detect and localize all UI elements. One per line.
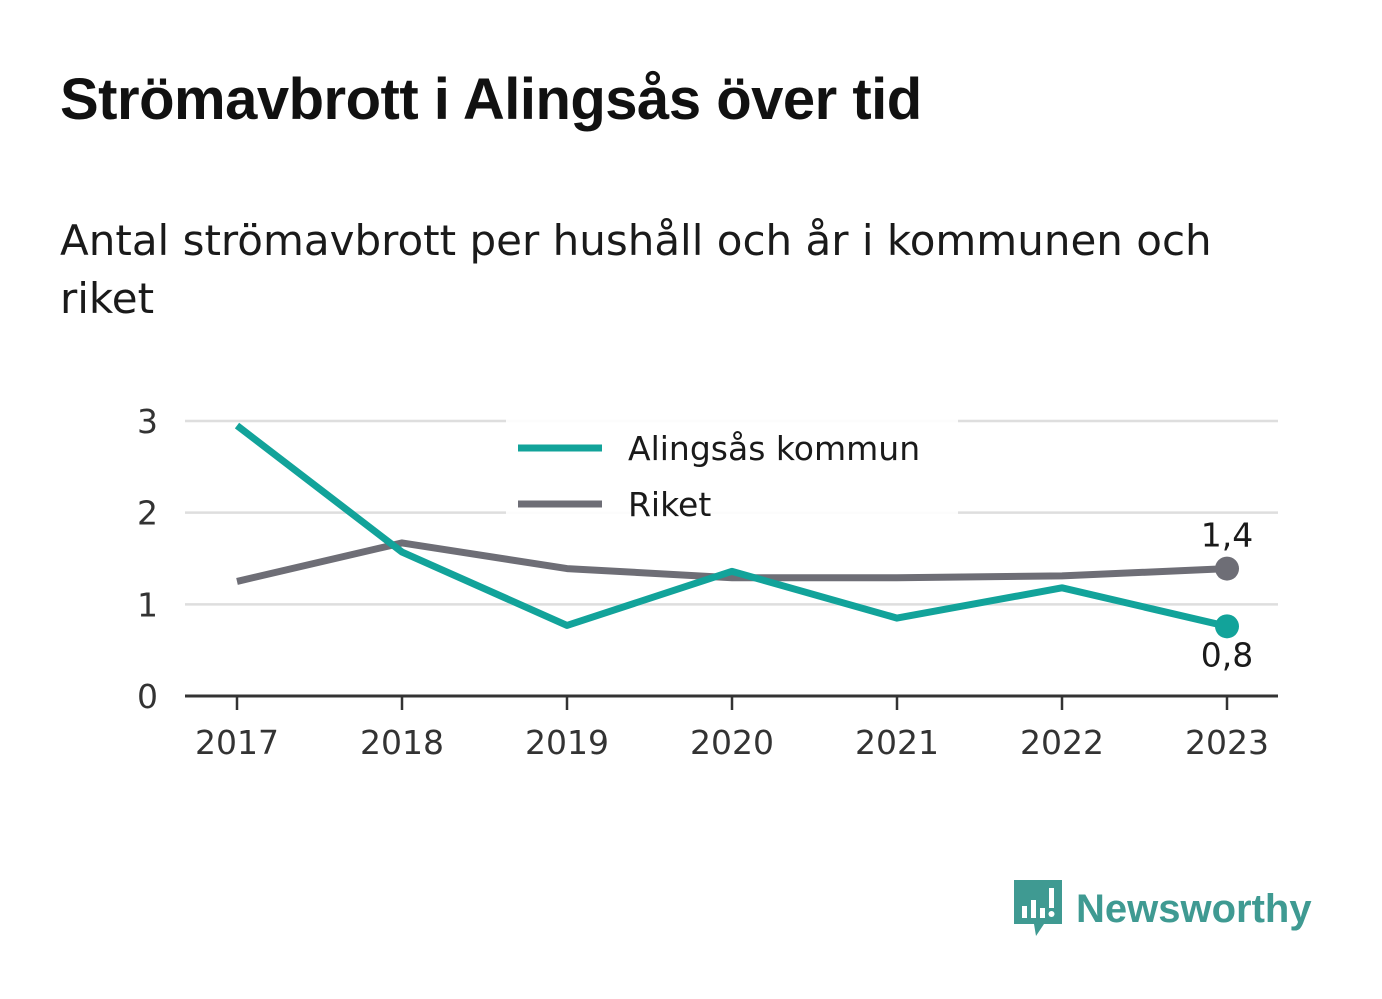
series-line bbox=[236, 539, 1228, 585]
x-tick-label: 2017 bbox=[195, 723, 279, 762]
series-end-marker bbox=[1215, 556, 1239, 581]
x-tick-label: 2023 bbox=[1185, 723, 1269, 762]
end-value-label: 0,8 bbox=[1201, 635, 1253, 674]
chart-subtitle: Antal strömavbrott per hushåll och år i … bbox=[60, 216, 1212, 323]
legend-entry-label: Riket bbox=[628, 485, 711, 524]
end-value-label: 1,4 bbox=[1201, 516, 1253, 555]
x-tick-label: 2018 bbox=[360, 723, 444, 762]
y-tick-label: 1 bbox=[137, 585, 158, 624]
bar-chart-speech-bubble-icon bbox=[1014, 880, 1062, 936]
legend-entry-label: Alingsås kommun bbox=[628, 429, 920, 468]
x-tick-label: 2019 bbox=[525, 723, 609, 762]
x-tick-label: 2022 bbox=[1020, 723, 1104, 762]
x-tick-label: 2021 bbox=[855, 723, 939, 762]
x-tick-label: 2020 bbox=[690, 723, 774, 762]
newsworthy-logo: Newsworthy bbox=[1010, 878, 1312, 940]
brand-name: Newsworthy bbox=[1076, 886, 1312, 931]
y-tick-label: 3 bbox=[137, 402, 158, 441]
chart-title: Strömavbrott i Alingsås över tid bbox=[60, 67, 922, 132]
series-line bbox=[234, 422, 1228, 630]
series-end-marker bbox=[1215, 614, 1239, 639]
y-tick-label: 0 bbox=[137, 677, 158, 716]
y-tick-label: 2 bbox=[137, 494, 158, 533]
